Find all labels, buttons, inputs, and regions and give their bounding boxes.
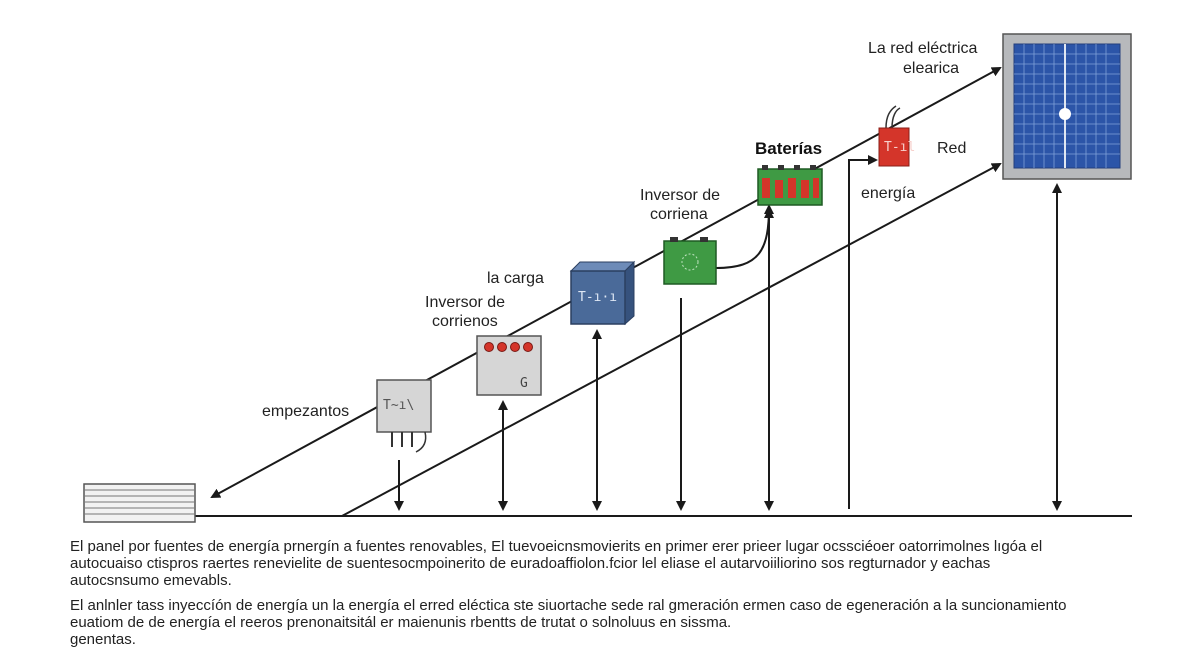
label-inverter-mid-2: corrienos xyxy=(432,313,498,330)
solar-panel-icon xyxy=(1002,33,1132,180)
caption-line: autocsnsumo emevabls. xyxy=(70,572,232,589)
caption-line: genentas. xyxy=(70,631,136,648)
battery-icon xyxy=(757,165,823,206)
caption-line: El panel por fuentes de energía prnergín… xyxy=(70,538,1043,555)
meter-icon: G xyxy=(476,335,542,396)
grid-module-icon: T-ıl xyxy=(878,105,915,167)
inverter-icon xyxy=(663,237,717,285)
meter-corner-label: G xyxy=(520,376,528,391)
lower-diagonal-arrow xyxy=(341,163,1002,517)
label-energia: energía xyxy=(861,185,915,202)
energia-feed-arrow xyxy=(848,155,878,509)
label-empezantos: empezantos xyxy=(262,403,349,420)
caption-paragraph-2: El anlnler tass inyeccíón de energía un … xyxy=(70,597,1160,648)
junction-box-label: T~ı\ xyxy=(383,398,414,413)
label-grid-top-1: La red eléctrica xyxy=(868,40,977,57)
label-batteries: Baterías xyxy=(755,139,822,158)
grid-module-label: T-ıl xyxy=(884,140,915,155)
label-la-carga: la carga xyxy=(487,270,544,287)
caption-line: euatiom de de energía el reeros prenonai… xyxy=(70,614,732,631)
load-box-label: T-ı·ı xyxy=(578,290,617,305)
ground-block-icon xyxy=(83,483,196,523)
caption-line: autocuaiso ctispros raertes renevielite … xyxy=(70,555,991,572)
caption-line: El anlnler tass inyeccíón de energía un … xyxy=(70,597,1067,614)
junction-box-icon: T~ı\ xyxy=(376,379,432,453)
label-inverter-mid-1: Inversor de xyxy=(425,294,505,311)
label-inverter-top-2: corriena xyxy=(650,206,708,223)
label-grid-top-2: elearica xyxy=(903,60,959,77)
load-icon: T-ı·ı xyxy=(569,260,636,326)
inverter-to-battery-curve xyxy=(715,204,774,269)
label-inverter-top-1: Inversor de xyxy=(640,187,720,204)
label-red: Red xyxy=(937,140,966,157)
caption-paragraph-1: El panel por fuentes de energía prnergín… xyxy=(70,538,1160,589)
